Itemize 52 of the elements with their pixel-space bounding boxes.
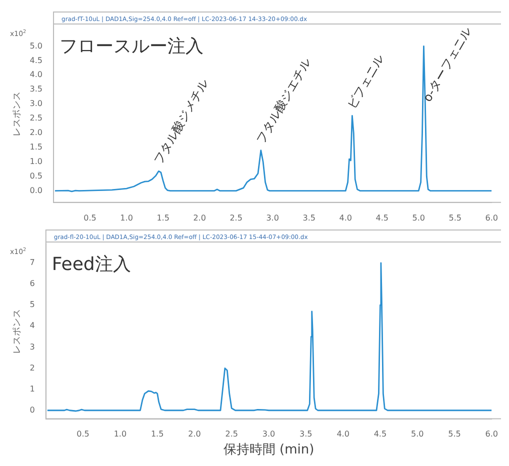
y-tick-label: 4 [30, 321, 35, 330]
y-tick-label: 1.0 [30, 156, 43, 166]
x-tick-label: 2.5 [225, 430, 238, 439]
y-tick-label: 1 [30, 384, 35, 394]
x-axis-title: 保持時間 (min) [223, 442, 314, 458]
x-tick-label: 3.0 [262, 430, 276, 439]
x-tick-label: 4.0 [336, 430, 350, 439]
x-tick-label: 4.5 [376, 213, 388, 222]
x-tick-label: 2.0 [188, 430, 201, 439]
x-tick-label: 1.5 [156, 213, 170, 222]
annotation: Feed注入 [52, 254, 131, 275]
y-tick-label: 2.0 [30, 128, 43, 138]
x-tick-label: 5.5 [448, 213, 462, 222]
x-tick-label: 2.5 [230, 213, 242, 222]
y-tick-label: 4.0 [30, 70, 43, 80]
annotation: フタル酸ジメチル [151, 76, 212, 167]
annotation: o-ターフェニル [420, 24, 474, 104]
x-tick-label: 3.5 [300, 430, 312, 439]
y-axis-title: レスポンス [12, 308, 23, 354]
y-tick-label: 3 [30, 342, 35, 352]
annotation: フロースルー注入 [60, 36, 204, 57]
y-tick-label: 6 [30, 279, 35, 288]
y-tick-label: 3.5 [30, 84, 43, 94]
x-tick-label: 4.5 [374, 430, 387, 439]
y-tick-label: 0 [30, 405, 35, 414]
y-tick-label: 5 [30, 300, 35, 310]
x-tick-label: 6.0 [485, 213, 498, 222]
y-tick-label: 3.0 [30, 99, 43, 108]
y-axis-title: レスポンス [12, 92, 23, 137]
y-tick-label: 5.0 [30, 41, 43, 50]
x-tick-label: 1.5 [150, 430, 164, 439]
y-tick-label: 7 [30, 258, 35, 268]
y-tick-label: 4.5 [30, 56, 43, 65]
x-tick-label: 4.0 [339, 213, 352, 222]
x-tick-label: 1.0 [120, 213, 133, 222]
annotation: フタル酸ジエチル [253, 56, 314, 146]
x-tick-label: 0.5 [76, 430, 90, 439]
x-tick-label: 6.0 [485, 430, 498, 439]
annotation: ビフェニル [344, 52, 387, 112]
x-tick-label: 3.5 [302, 213, 316, 222]
x-tick-label: 1.0 [114, 430, 127, 439]
y-tick-label: 0.5 [30, 171, 43, 180]
y-tick-label: 1.5 [30, 142, 43, 152]
x-tick-label: 3.0 [266, 213, 279, 222]
x-tick-label: 0.5 [84, 213, 96, 222]
x-tick-label: 5.0 [410, 430, 424, 439]
y-tick-label: 2.5 [30, 114, 43, 123]
y-tick-label: 0.0 [30, 186, 43, 195]
x-tick-label: 5.0 [412, 213, 425, 222]
x-tick-label: 2.0 [193, 213, 206, 222]
y-tick-label: 2 [30, 363, 35, 372]
x-tick-label: 5.5 [448, 430, 461, 439]
